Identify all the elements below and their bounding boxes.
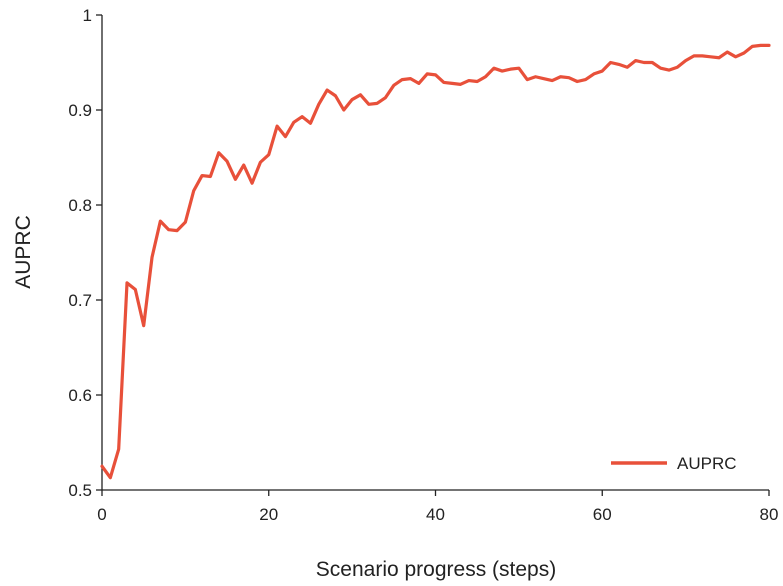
x-tick-label: 60 — [593, 505, 612, 524]
x-tick-label: 0 — [97, 505, 106, 524]
y-tick-label: 0.5 — [68, 481, 92, 500]
x-tick-label: 40 — [426, 505, 445, 524]
y-tick-label: 0.7 — [68, 291, 92, 310]
y-tick-label: 0.9 — [68, 101, 92, 120]
y-tick-label: 0.6 — [68, 386, 92, 405]
legend-label: AUPRC — [677, 454, 737, 473]
x-tick-label: 20 — [259, 505, 278, 524]
axes — [101, 15, 769, 491]
ticks: 0 20 40 60 80 0.5 0.6 0.7 0.8 0.9 1 — [68, 6, 778, 524]
y-tick-label: 1 — [83, 6, 92, 25]
legend: AUPRC — [611, 454, 737, 473]
y-tick-label: 0.8 — [68, 196, 92, 215]
x-axis-title: Scenario progress (steps) — [316, 558, 556, 581]
series-line-auprc — [100, 43, 771, 480]
series-layer — [100, 43, 771, 480]
x-tick-label: 80 — [760, 505, 779, 524]
y-axis-title: AUPRC — [12, 215, 35, 289]
